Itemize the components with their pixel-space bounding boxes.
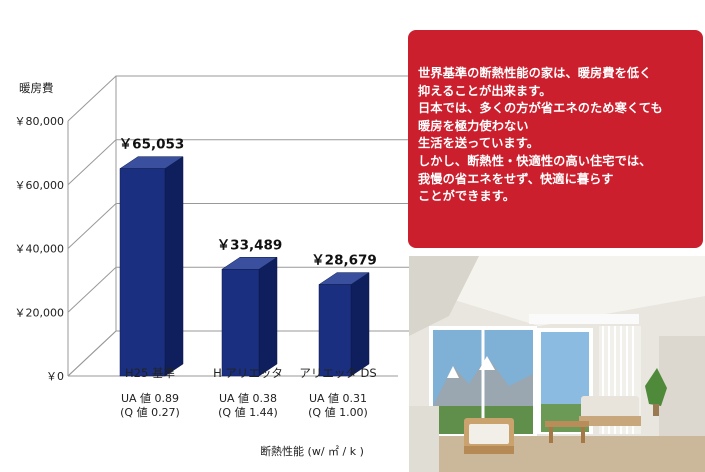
callout-line: 生活を送っています。	[418, 136, 540, 151]
y-tick-label: ￥0	[46, 370, 64, 383]
y-axis-label: 暖房費	[19, 81, 54, 95]
callout-line: 暖房を極力使わない	[418, 118, 529, 133]
bar	[318, 284, 352, 377]
living-room-photo	[409, 256, 705, 472]
callout-line: 我慢の省エネをせず、快適に暮らす	[418, 171, 614, 186]
y-tick-label: ￥60,000	[15, 179, 65, 192]
category-sublabel: (Q 値 0.27)	[120, 406, 180, 419]
callout-box: 世界基準の断熱性能の家は、暖房費を低く 抑えることが出来ます。 日本では、多くの…	[408, 30, 703, 248]
category-sublabel: UA 値 0.38	[219, 392, 277, 405]
gridline	[67, 75, 410, 122]
category-label: H アリエッタ	[213, 366, 283, 380]
bar-side	[350, 272, 370, 377]
callout-line: 世界基準の断熱性能の家は、暖房費を低く	[418, 66, 652, 80]
category-sublabel: UA 値 0.31	[309, 392, 367, 405]
y-tick-label: ￥80,000	[15, 115, 65, 128]
bar-value-label: ￥28,679	[311, 253, 377, 269]
gridline	[67, 266, 410, 313]
category-sublabel: (Q 値 1.00)	[308, 406, 368, 419]
bar	[221, 269, 260, 377]
gridline	[67, 203, 410, 249]
bar	[119, 168, 166, 377]
bar-side	[164, 156, 184, 377]
callout-line: ことができます。	[418, 189, 516, 204]
y-tick-label: ￥20,000	[15, 306, 65, 319]
gridline	[67, 139, 410, 186]
category-sublabel: (Q 値 1.44)	[218, 406, 278, 419]
y-tick-label: ￥40,000	[15, 243, 65, 256]
category-sublabel: UA 値 0.89	[121, 392, 179, 405]
category-label: H25 基準	[125, 366, 175, 380]
callout-line: 抑えることが出来ます。	[418, 83, 552, 98]
bar-value-label: ￥33,489	[217, 237, 283, 253]
x-axis-label: 断熱性能 (w/ ㎡ / k )	[260, 444, 364, 458]
callout-line: しかし、断熱性・快適性の高い住宅では、	[418, 153, 652, 168]
category-label: アリエッタ DS	[299, 366, 376, 380]
callout-line: 日本では、多くの方が省エネのため寒くても	[418, 101, 663, 116]
bar-side	[258, 256, 278, 377]
bar-value-label: ￥65,053	[119, 137, 185, 153]
heating-cost-bar-chart: ￥0 ￥20,000 ￥40,000 ￥60,000 ￥80,000 暖房費 ￥65,053…	[15, 75, 410, 458]
